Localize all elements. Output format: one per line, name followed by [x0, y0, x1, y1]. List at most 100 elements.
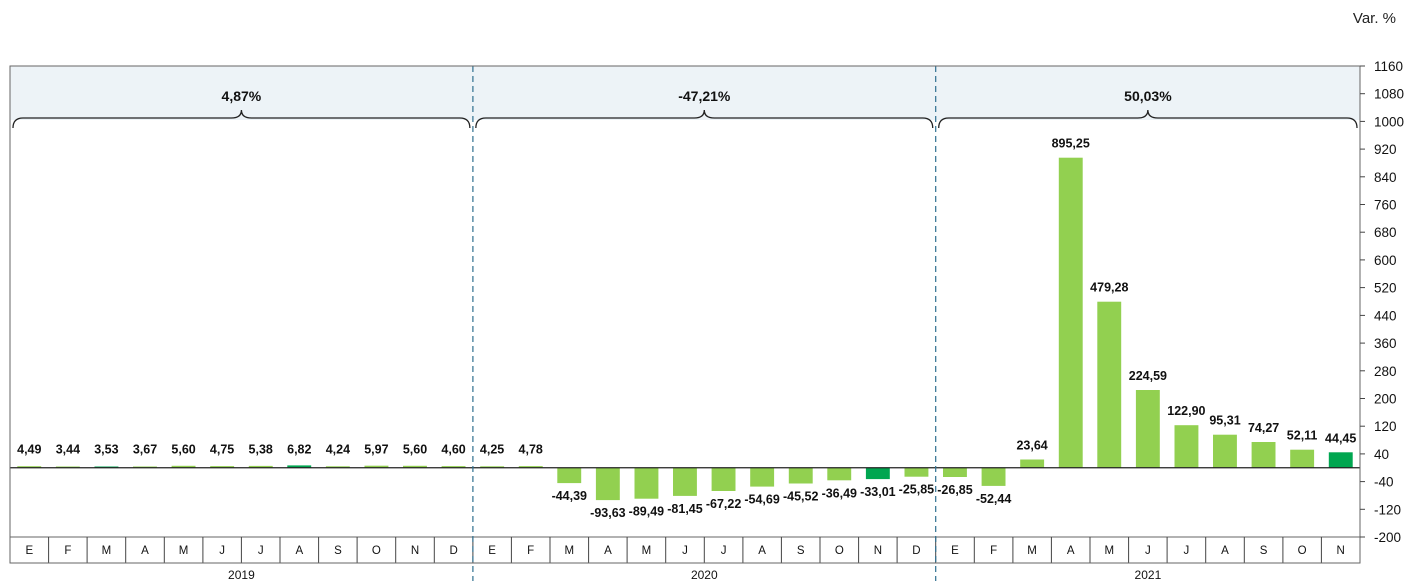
bar	[1290, 449, 1315, 468]
x-tick-label: A	[1067, 545, 1075, 557]
x-tick-label: N	[1337, 545, 1345, 557]
value-label: 3,67	[133, 443, 157, 457]
x-tick-label: N	[874, 545, 882, 557]
plot-frame	[9, 65, 1361, 564]
y-tick-label: 840	[1374, 170, 1397, 185]
year-label: 2021	[1135, 568, 1162, 581]
y-tick-label: 1080	[1374, 87, 1404, 102]
y-tick-label: -200	[1374, 530, 1401, 545]
y-tick-label: 760	[1374, 198, 1397, 213]
value-label: -33,01	[860, 485, 895, 499]
x-tick-label: E	[951, 545, 959, 557]
year-brace	[938, 109, 1358, 129]
value-label: 74,27	[1248, 421, 1279, 435]
year-label: 2019	[228, 568, 255, 581]
bar	[171, 465, 196, 468]
value-label: -52,44	[976, 492, 1011, 506]
y-tick-label: 120	[1374, 419, 1397, 434]
bar	[364, 465, 389, 468]
x-tick-label: F	[64, 545, 71, 557]
value-label: -26,85	[937, 483, 972, 497]
x-tick-label: E	[25, 545, 33, 557]
bar	[441, 466, 466, 468]
value-label: 5,60	[171, 443, 195, 457]
x-tick-label: D	[449, 545, 457, 557]
y-tick-label: -40	[1374, 475, 1394, 490]
x-tick-label: S	[334, 545, 342, 557]
bar	[904, 467, 929, 477]
x-tick-label: S	[1260, 545, 1268, 557]
y-tick-label: 920	[1374, 142, 1397, 157]
year-label: 2020	[691, 568, 718, 581]
x-tick-label: D	[912, 545, 920, 557]
x-tick-label: M	[565, 545, 575, 557]
value-label: 479,28	[1090, 281, 1128, 295]
y-tick-label: 40	[1374, 447, 1389, 462]
value-label: 95,31	[1209, 414, 1240, 428]
x-tick-label: J	[219, 545, 225, 557]
y-tick-label: 360	[1374, 336, 1397, 351]
x-tick-label: E	[488, 545, 496, 557]
y-tick-label: 680	[1374, 225, 1397, 240]
x-tick-label: F	[527, 545, 534, 557]
value-label: 224,59	[1129, 369, 1167, 383]
bar	[943, 467, 967, 477]
x-tick-label: J	[258, 545, 264, 557]
bar	[750, 467, 775, 487]
header-band	[10, 66, 1360, 120]
value-label: -93,63	[590, 506, 625, 520]
bar	[981, 467, 1006, 486]
value-label: 3,44	[56, 443, 80, 457]
bar	[595, 467, 620, 501]
value-label: 4,78	[519, 443, 543, 457]
bar	[788, 467, 813, 484]
value-label: 4,25	[480, 443, 504, 457]
bar	[403, 465, 427, 468]
x-tick-label: S	[797, 545, 805, 557]
value-label: 4,60	[441, 443, 465, 457]
bar	[827, 467, 852, 481]
value-label: 44,45	[1325, 431, 1356, 445]
bar	[634, 467, 659, 499]
x-tick-label: M	[642, 545, 652, 557]
value-label: 122,90	[1167, 404, 1205, 418]
value-label: 6,82	[287, 443, 311, 457]
bar	[1020, 459, 1045, 468]
bar	[1213, 434, 1237, 468]
bar	[325, 466, 350, 468]
bar	[287, 465, 312, 468]
x-tick-label: A	[1221, 545, 1229, 557]
value-label: 4,49	[17, 443, 41, 457]
y-tick-label: 1160	[1374, 59, 1403, 74]
x-tick-label: F	[990, 545, 997, 557]
value-label: 23,64	[1016, 439, 1047, 453]
value-label: -81,45	[667, 502, 702, 516]
bar	[248, 465, 273, 468]
x-tick-label: J	[1184, 545, 1190, 557]
unit-label: Var. %	[1352, 10, 1396, 27]
value-label: 5,38	[249, 443, 273, 457]
value-label: 52,11	[1287, 429, 1318, 443]
bar	[1135, 390, 1160, 468]
y-tick-label: 280	[1374, 364, 1397, 379]
y-tick-label: 520	[1374, 281, 1397, 296]
year-brace	[475, 109, 934, 129]
x-tick-label: J	[682, 545, 688, 557]
value-label: 4,75	[210, 443, 234, 457]
y-tick-label: 200	[1374, 392, 1397, 407]
x-tick-label: J	[1145, 545, 1151, 557]
x-tick-label: O	[1298, 545, 1307, 557]
year-summary: 50,03%	[1124, 88, 1172, 104]
bar	[711, 467, 736, 491]
value-label: 3,53	[94, 443, 118, 457]
x-tick-label: O	[835, 545, 844, 557]
value-label: -45,52	[783, 490, 818, 504]
year-summary: -47,21%	[678, 88, 731, 104]
x-tick-label: M	[1027, 545, 1037, 557]
bar	[865, 467, 890, 480]
x-tick-label: M	[102, 545, 112, 557]
value-label: 5,60	[403, 443, 427, 457]
bar	[1174, 425, 1199, 468]
bar	[480, 466, 505, 468]
